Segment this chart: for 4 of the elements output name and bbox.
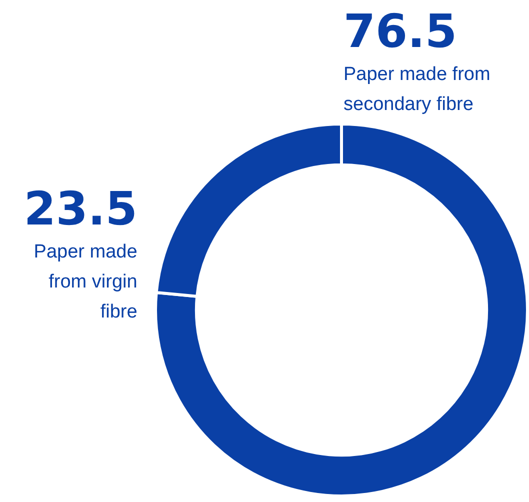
slice-label: Paper made from virgin fibre <box>34 241 138 322</box>
slice-label: Paper made from secondary fibre <box>344 64 490 115</box>
data-label: 76.5 <box>344 4 457 58</box>
data-label: 23.5 <box>24 181 138 236</box>
